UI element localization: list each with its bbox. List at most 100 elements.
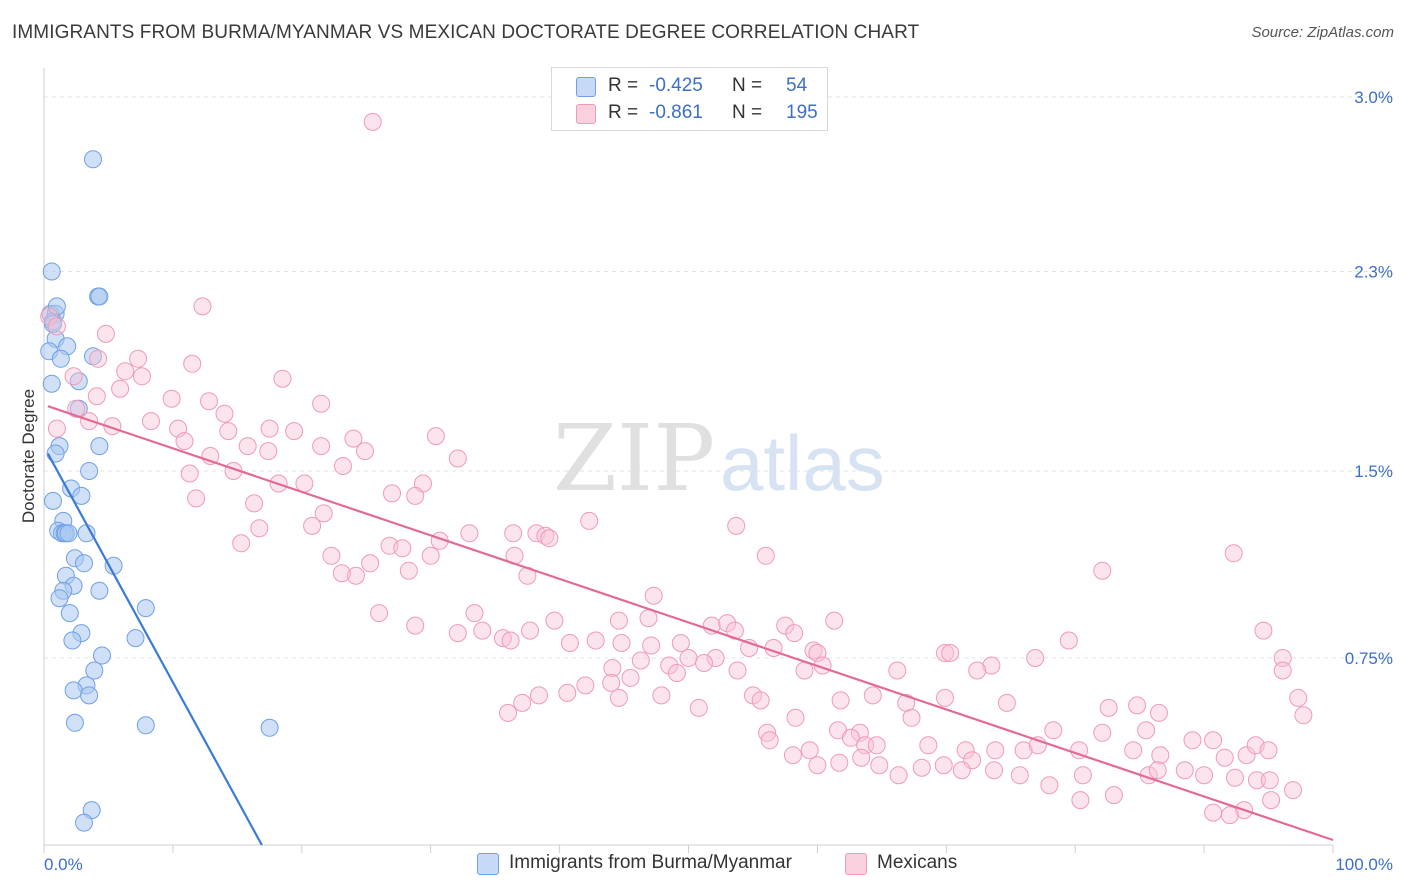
mexicans-point [460,524,479,543]
legend-n-value: 195 [786,102,818,123]
mexicans-point [831,691,850,710]
mexicans-point [393,539,412,558]
mexicans-point [245,494,264,513]
source-label: Source: ZipAtlas.com [1251,24,1394,41]
mexicans-point [142,412,160,431]
mexicans-point [1294,706,1313,725]
mexicans-point [1093,561,1112,580]
mexicans-point [800,741,819,760]
mexicans-point [660,656,679,675]
mexicans-point [47,317,66,336]
y-tick-label: 0.75% [1345,649,1393,668]
mexicans-point [783,746,802,765]
mexicans-point [863,686,882,705]
chart-title: IMMIGRANTS FROM BURMA/MYANMAR VS MEXICAN… [12,22,920,43]
mexicans-point [1099,698,1118,717]
mexicans-point [1247,771,1266,790]
mexicans-point [912,758,931,777]
mexicans-point [521,621,539,640]
mexicans-point [312,394,331,413]
mexicans-point [631,651,650,670]
mexicans-point [689,698,708,717]
mexicans-point [1226,768,1244,787]
mexicans-point [361,554,380,573]
mexicans-point [133,367,151,386]
mexicans-point [232,534,251,553]
grid-layer [44,96,1393,659]
mexicans-point [586,631,605,650]
burma-point [44,491,62,510]
mexicans-point [1128,696,1147,715]
mexicans-point [1237,746,1256,765]
mexicans-point [530,686,548,705]
mexicans-point [902,708,921,727]
mexicans-point [852,748,871,767]
burma-point [90,437,109,456]
mexicans-point [751,691,770,710]
mexicans-point [1259,741,1278,760]
burma-point [47,297,66,316]
mexicans-point [1073,766,1092,785]
mexicans-point [1044,721,1063,740]
mexicans-point [1215,748,1234,767]
mexicans-point [162,389,181,408]
mexicans-point [504,524,523,543]
burma-point [59,524,78,543]
mexicans-point [956,741,975,760]
mexicans-point [706,649,725,667]
mexicans-point [314,504,333,523]
burma-point [75,554,93,573]
mexicans-point [841,728,860,747]
burma-point [90,581,109,600]
legend-r-value: -0.861 [649,102,703,123]
mexicans-point [501,631,520,650]
bottom-legend-label-burma: Immigrants from Burma/Myanmar [509,852,792,873]
mexicans-point [344,429,363,448]
mexicans-point [603,659,622,677]
trend-layer [46,405,1334,846]
mexicans-point [259,442,278,461]
mexicans-point [295,474,314,493]
y-axis-label: Doctorate Degree [19,389,38,523]
mexicans-point [888,661,907,680]
burma-point [63,631,82,650]
mexicans-point [448,624,467,643]
burma-point [72,486,91,505]
mexicans-point [421,546,440,565]
mexicans-point [652,686,671,705]
legend-r-label: R = [608,75,639,96]
mexicans-point [985,761,1003,780]
mexicans-point [1093,723,1112,742]
mexicans-point [473,621,492,640]
mexicans-point [952,761,971,780]
mexicans-point [383,484,401,503]
mexicans-point [89,349,108,368]
mexicans-point [67,399,86,418]
mexicans-point [986,741,1005,760]
mexicans-point [609,688,628,707]
mexicans-point [785,624,804,643]
mexicans-point [760,731,779,750]
mexicans-point [558,683,577,702]
burma-point [85,661,104,680]
x-tick-label: 100.0% [1335,855,1393,874]
mexicans-point [1151,746,1170,765]
mexicans-point [889,766,908,785]
mexicans-point [499,703,517,722]
burma-point [46,444,65,463]
mexicans-point [47,419,66,438]
mexicans-point [406,486,425,505]
mexicans-point [756,546,775,565]
mexicans-point [1273,661,1292,680]
legend-r-label: R = [608,102,639,123]
mexicans-point [87,387,106,406]
mexicans-point [695,654,713,672]
mexicans-point [370,604,389,623]
mexicans-point [718,614,737,633]
mexicans-point [825,611,844,630]
mexicans-point [679,649,698,667]
mexicans-point [116,362,135,381]
mexicans-point [513,693,532,712]
mexicans-point [1204,803,1223,822]
mexicans-point [1254,621,1273,640]
